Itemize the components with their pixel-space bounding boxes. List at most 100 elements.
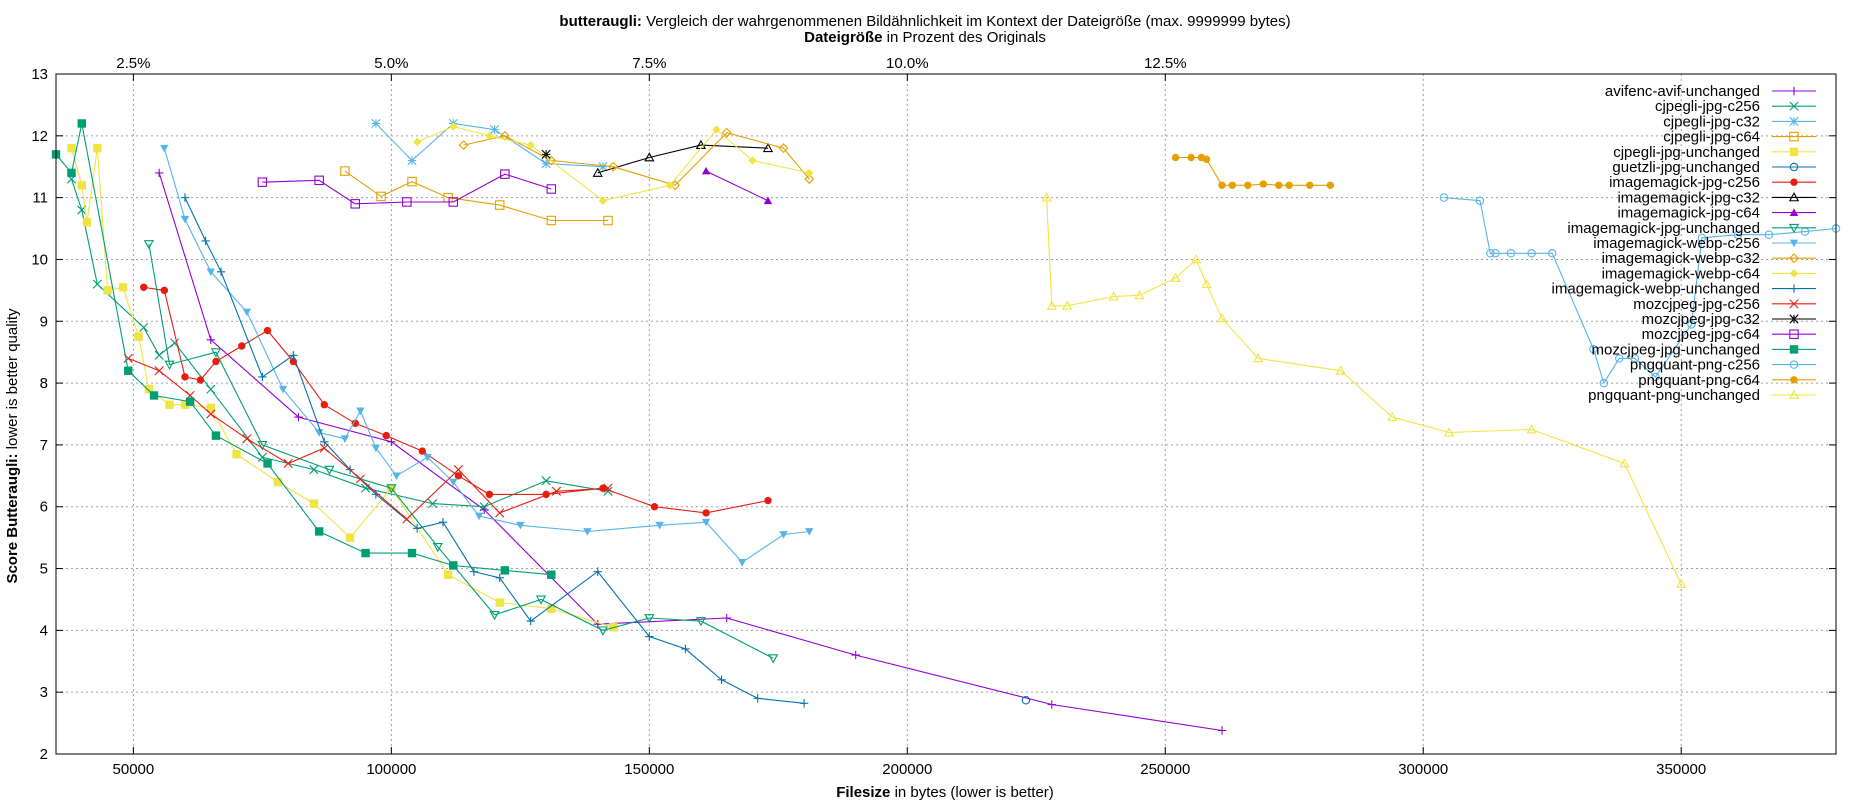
- series-point: [1191, 254, 1202, 264]
- x2-tick-label: 2.5%: [116, 55, 150, 72]
- series-point: [1547, 249, 1557, 258]
- legend-entry-label: mozcjpeg-jpg-c32: [1642, 311, 1760, 328]
- series-imagemagick-jpg-c256: [140, 283, 772, 517]
- series-point: [160, 286, 169, 295]
- series-point: [764, 496, 772, 505]
- x2-axis-label: Dateigröße in Prozent des Originals: [804, 29, 1046, 46]
- series-point: [454, 472, 463, 480]
- series-point: [144, 385, 154, 394]
- series-point: [763, 196, 773, 205]
- series-point: [263, 326, 272, 335]
- series-line: [70, 148, 614, 628]
- series-point: [438, 517, 448, 527]
- series-point: [1697, 233, 1707, 243]
- series-point: [500, 566, 510, 575]
- series-point: [1170, 272, 1181, 282]
- x-axis-label: Filesize in bytes (lower is better): [836, 784, 1054, 800]
- series-point: [77, 181, 86, 190]
- series-point: [1259, 180, 1268, 188]
- series-point: [206, 335, 215, 345]
- series-point: [547, 570, 556, 579]
- series-point: [1789, 345, 1799, 354]
- x2-tick-label: 12.5%: [1144, 55, 1187, 72]
- series-point: [314, 429, 324, 437]
- series-point: [82, 218, 92, 227]
- series-point: [495, 573, 504, 583]
- series-point: [206, 268, 215, 277]
- y-tick-label: 2: [40, 746, 48, 763]
- y-axis-label-bold: Score Butteraugli:: [4, 454, 21, 584]
- series-point: [449, 561, 458, 570]
- grid: [56, 74, 1836, 754]
- series-point: [701, 166, 711, 175]
- series-line: [705, 170, 769, 202]
- series-point: [762, 142, 774, 153]
- series-point: [407, 176, 417, 187]
- series-point: [432, 542, 443, 553]
- chart-title-bold: butteraugli:: [559, 13, 642, 30]
- series-point: [1134, 289, 1145, 300]
- x2-tick-label: 7.5%: [632, 55, 666, 72]
- series-point: [753, 694, 762, 703]
- series-point: [1789, 284, 1799, 293]
- series-line: [597, 144, 769, 174]
- series-point: [1285, 181, 1293, 189]
- legend-entry-label: imagemagick-webp-unchanged: [1552, 281, 1760, 298]
- legend-entry-label: cjpegli-jpg-c64: [1663, 129, 1760, 146]
- series-point: [1439, 193, 1449, 202]
- legend-entry-label: imagemagick-jpg-c256: [1609, 174, 1760, 191]
- series-point: [143, 240, 155, 250]
- series-point: [1687, 320, 1696, 329]
- series-line: [1443, 197, 1837, 385]
- series-point: [67, 143, 76, 153]
- x-tick-label: 200000: [882, 761, 932, 778]
- series-point: [278, 385, 288, 394]
- series-point: [407, 155, 417, 166]
- x-tick-label: 50000: [113, 761, 155, 778]
- series-line: [158, 172, 1223, 732]
- legend-entry-label: imagemagick-jpg-c32: [1617, 189, 1760, 206]
- series-point: [489, 610, 500, 621]
- series-point: [650, 503, 659, 511]
- series-point: [1789, 329, 1799, 339]
- series-imagemagick-jpg-unchanged: [143, 240, 779, 664]
- series-point: [644, 152, 655, 162]
- series-point: [180, 193, 190, 202]
- series-point: [1789, 101, 1799, 111]
- series-point: [665, 181, 675, 190]
- series-point: [804, 174, 815, 185]
- series-point: [1790, 376, 1798, 384]
- series-point: [1387, 411, 1398, 422]
- series-point: [1217, 726, 1227, 735]
- series-point: [516, 521, 525, 530]
- series-point: [547, 604, 556, 613]
- legend-entry-label: mozcjpeg-jpg-c64: [1642, 326, 1760, 343]
- series-point: [603, 215, 613, 226]
- legend-entry-label: cjpegli-jpg-c32: [1663, 113, 1760, 130]
- series-point: [139, 322, 149, 333]
- series-imagemagick-jpg-c64: [701, 166, 773, 205]
- series-point: [320, 401, 328, 409]
- series-guetzli-jpg-unchanged: [1021, 695, 1031, 705]
- y-axis-label-rest: lower is better quality: [4, 308, 21, 454]
- series-point: [722, 613, 731, 623]
- series-point: [1789, 239, 1799, 248]
- series-point: [289, 351, 298, 360]
- series-point: [1619, 458, 1630, 468]
- series-point: [799, 699, 809, 708]
- series-point: [314, 175, 324, 186]
- series-point: [541, 476, 551, 486]
- series-point: [701, 518, 711, 527]
- series-point: [402, 197, 412, 207]
- legend-entry-label: cjpegli-jpg-c256: [1655, 98, 1760, 115]
- legend-entry-label: imagemagick-jpg-unchanged: [1567, 220, 1760, 237]
- legend: avifenc-avif-unchangedcjpegli-jpg-c256cj…: [1552, 83, 1816, 404]
- series-point: [185, 397, 195, 406]
- series-point: [469, 567, 479, 576]
- series-point: [546, 184, 557, 194]
- series-point: [1253, 353, 1264, 363]
- series-point: [181, 373, 189, 381]
- legend-entry-label: pngquant-png-c256: [1630, 357, 1760, 374]
- series-point: [1790, 178, 1798, 186]
- series-point: [1275, 181, 1283, 189]
